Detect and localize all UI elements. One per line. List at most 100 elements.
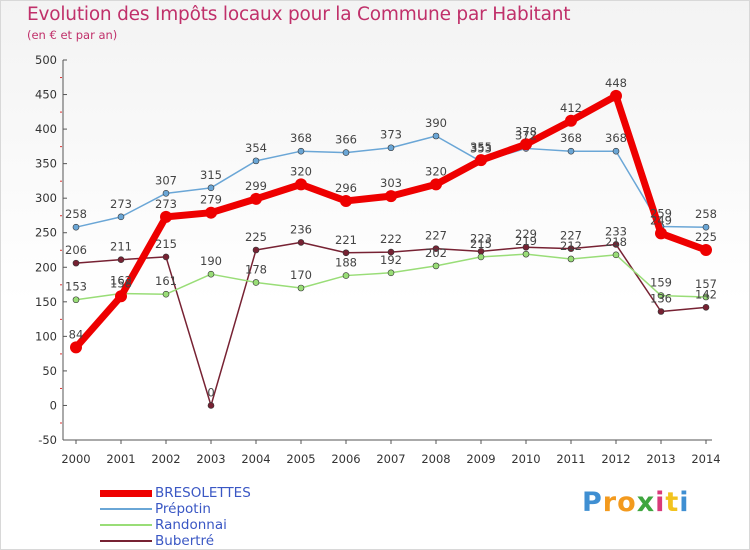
data-point (297, 284, 305, 292)
data-label: 84 (69, 327, 84, 341)
logo-letter: i (679, 487, 690, 518)
x-tick-label: 2014 (691, 452, 720, 466)
data-point (295, 178, 307, 191)
x-tick-label: 2000 (61, 452, 90, 466)
data-label: 202 (425, 246, 447, 260)
data-point (342, 149, 350, 156)
data-point (387, 248, 395, 256)
data-label: 225 (695, 230, 717, 244)
data-point (252, 279, 260, 286)
x-tick-label: 2002 (151, 452, 180, 466)
y-tick-label: 150 (35, 295, 57, 309)
data-point (297, 239, 305, 246)
y-tick-label: 500 (35, 53, 57, 67)
data-label: 225 (245, 230, 267, 244)
data-point (115, 290, 127, 303)
data-label: 320 (425, 164, 447, 178)
legend-swatch (100, 489, 152, 497)
data-label: 218 (605, 235, 627, 249)
legend-swatch (100, 508, 152, 510)
logo-letter: r (602, 487, 618, 518)
data-point (522, 243, 530, 251)
logo-letter: t (665, 487, 680, 518)
data-label: 368 (605, 131, 627, 145)
data-point (387, 144, 395, 152)
data-point (162, 290, 170, 298)
data-point (655, 227, 667, 240)
data-point (250, 192, 262, 205)
data-label: 279 (200, 193, 222, 207)
data-label: 142 (695, 287, 717, 301)
data-label: 190 (200, 254, 222, 268)
data-label: 249 (650, 213, 672, 227)
data-label: 373 (380, 128, 402, 142)
data-point (207, 184, 215, 192)
data-label: 368 (290, 131, 312, 145)
data-label: 233 (605, 224, 627, 238)
data-label: 157 (695, 277, 717, 291)
data-label: 390 (425, 116, 447, 130)
y-tick-label: 250 (35, 226, 57, 240)
data-label: 215 (155, 237, 177, 251)
chart-subtitle: (en € et par an) (27, 28, 118, 42)
y-tick-label: 50 (42, 364, 57, 378)
data-label: 307 (155, 173, 177, 187)
data-point (610, 89, 622, 102)
y-tick-label: 0 (50, 398, 57, 412)
x-tick-label: 2001 (106, 452, 135, 466)
data-point (385, 190, 397, 203)
data-label: 355 (470, 140, 492, 154)
x-tick-label: 2006 (331, 452, 360, 466)
y-tick-label: 350 (35, 157, 57, 171)
data-point (612, 241, 620, 248)
x-tick-label: 2004 (241, 452, 270, 466)
x-tick-label: 2010 (511, 452, 540, 466)
data-point (205, 206, 217, 219)
logo-letter: o (617, 487, 637, 518)
data-point (340, 194, 352, 207)
y-tick-label: 300 (35, 191, 57, 205)
data-label: 188 (335, 256, 357, 270)
y-tick-label: 100 (35, 329, 57, 343)
data-label: 315 (200, 168, 222, 182)
legend-swatch (100, 524, 152, 526)
x-tick-label: 2009 (466, 452, 495, 466)
logo-letter: x (636, 487, 656, 518)
data-label: 161 (155, 274, 177, 288)
data-label: 212 (560, 239, 582, 253)
data-label: 227 (560, 229, 582, 243)
data-label: 296 (335, 181, 357, 195)
data-label: 158 (110, 276, 132, 290)
x-tick-label: 2005 (286, 452, 315, 466)
data-label: 448 (605, 76, 627, 90)
y-tick-label: 200 (35, 260, 57, 274)
data-point (522, 250, 530, 258)
data-label: 320 (290, 164, 312, 178)
legend-label: BRESOLETTES (155, 485, 251, 501)
data-label: 219 (515, 234, 537, 248)
data-point (702, 293, 710, 301)
data-label: 273 (155, 197, 177, 211)
x-tick-label: 2003 (196, 452, 225, 466)
data-point (162, 253, 170, 261)
data-label: 215 (470, 237, 492, 251)
data-point (432, 262, 440, 270)
legend-label: Prépotin (155, 501, 211, 517)
data-point (567, 147, 575, 155)
data-label: 136 (650, 291, 672, 305)
data-point (297, 147, 305, 155)
data-label: 0 (207, 385, 214, 399)
data-label: 299 (245, 179, 267, 193)
series-line-bubertré (75, 241, 707, 407)
data-point (520, 138, 532, 151)
legend-swatch (100, 540, 152, 542)
data-label: 222 (380, 232, 402, 246)
y-tick-label: 400 (35, 122, 57, 136)
logo-letter: P (582, 487, 603, 518)
data-point (207, 402, 215, 409)
data-label: 372 (515, 128, 537, 142)
data-point (117, 256, 125, 263)
x-tick-label: 2007 (376, 452, 405, 466)
